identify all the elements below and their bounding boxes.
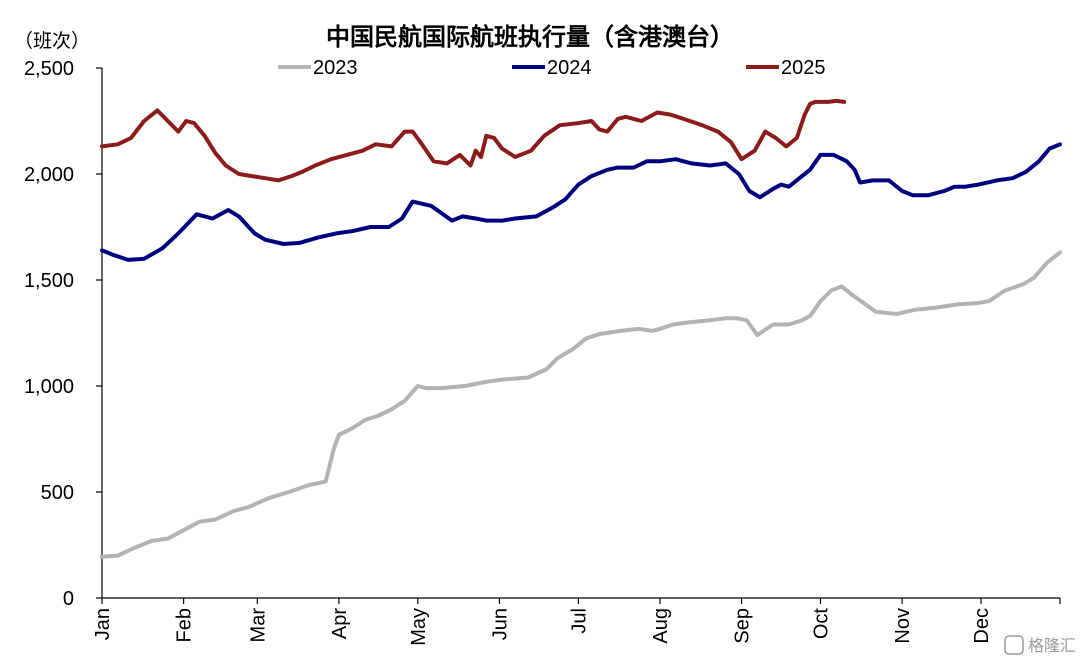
watermark-text: 格隆汇 (1028, 636, 1076, 655)
legend-label-2025: 2025 (781, 57, 826, 79)
legend-label-2023: 2023 (313, 57, 358, 79)
x-tick-label: Sep (732, 608, 754, 644)
series-layer (100, 98, 1062, 559)
x-tick-label: Jul (568, 608, 590, 634)
x-tick-label: Feb (174, 608, 196, 642)
x-tick-label: May (408, 608, 430, 646)
x-axis: Jan Feb Mar Apr May Jun Jul Aug Sep Oct Nov Dec (92, 597, 1061, 646)
watermark-logo-icon (1004, 635, 1024, 655)
watermark: 格隆汇 (1004, 635, 1076, 655)
series-line-2025 (100, 98, 847, 183)
x-tick-label: Jun (489, 608, 511, 640)
legend-label-2024: 2024 (547, 57, 592, 79)
y-tick-label: 1,500 (24, 270, 74, 292)
y-tick-label: 2,000 (24, 164, 74, 186)
y-tick-label: 500 (41, 482, 74, 504)
x-tick-label: Mar (247, 608, 269, 643)
legend: 2023 2024 2025 (278, 57, 826, 79)
chart-title: 中国民航国际航班执行量（含港澳台） (326, 23, 734, 51)
y-tick-label: 1,000 (24, 376, 74, 398)
x-tick-label: Aug (650, 608, 672, 644)
series-line-2023 (100, 250, 1062, 559)
x-tick-label: Nov (892, 608, 914, 644)
series-line-2024 (100, 142, 1062, 262)
y-axis-unit: （班次） (14, 30, 90, 52)
x-tick-label: Apr (329, 608, 351, 639)
y-tick-label: 2,500 (24, 58, 74, 80)
x-tick-label: Dec (971, 608, 993, 644)
y-tick-label: 0 (63, 588, 74, 610)
x-tick-label: Oct (811, 608, 833, 640)
y-axis: 0 500 1,000 1,500 2,000 2,500 (24, 58, 103, 610)
x-tick-label: Jan (92, 608, 114, 640)
